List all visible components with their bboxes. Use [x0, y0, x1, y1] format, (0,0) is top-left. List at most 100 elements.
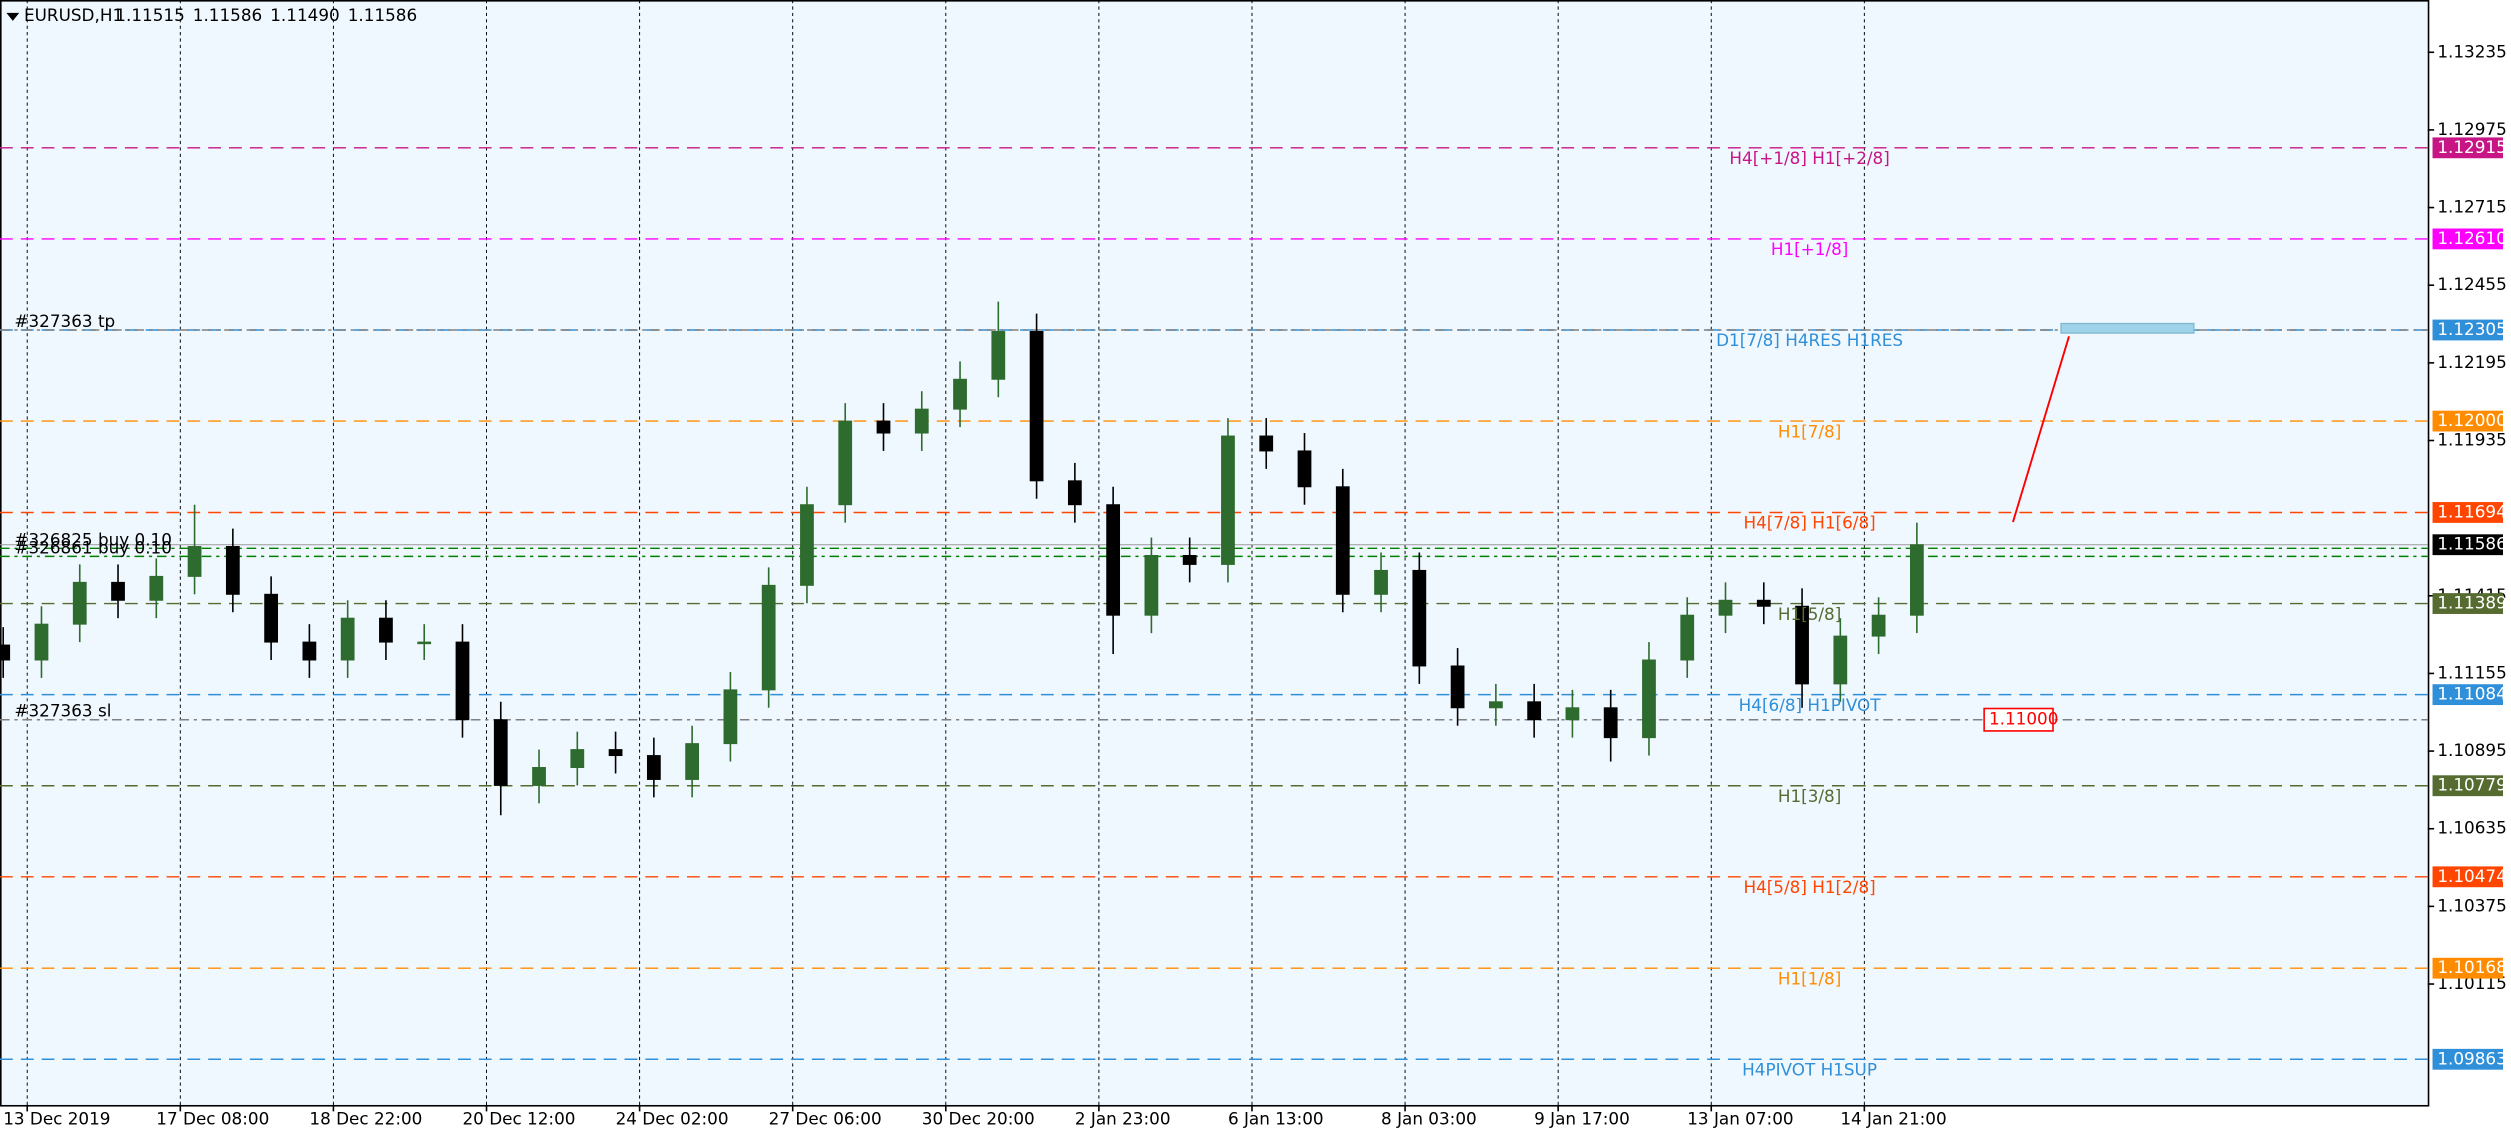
level-label: H4PIVOT H1SUP [1742, 1059, 1877, 1079]
price-tag [2432, 1048, 2503, 1070]
price-tag-label: 1.10168 [2437, 957, 2506, 977]
quote-value: 1.11586 [193, 5, 262, 25]
quote-value: 1.11490 [270, 5, 339, 25]
quote-value: 1.11515 [115, 5, 184, 25]
price-tag-label: 1.09863 [2437, 1048, 2506, 1068]
x-tick-label: 8 Jan 03:00 [1381, 1108, 1477, 1128]
candle-body [264, 593, 279, 643]
candle-body [1412, 569, 1427, 667]
level-label: H1[5/8] [1778, 604, 1841, 624]
price-tag [2432, 593, 2503, 614]
candle-body [1488, 701, 1503, 709]
candle-body [991, 331, 1006, 380]
candle-body [1871, 614, 1886, 637]
price-tag [2432, 866, 2503, 888]
alert-box [1983, 707, 2054, 732]
candle-body [1565, 707, 1580, 721]
level-label: D1[7/8] H4RES H1RES [1716, 330, 1903, 350]
x-tick-label: 14 Jan 21:00 [1840, 1108, 1946, 1128]
order-label: #326861 buy 0.10 [14, 537, 172, 557]
order-label: #327363 sl [14, 701, 111, 721]
level-label: H4[6/8] H1PIVOT [1739, 695, 1882, 715]
candle-body [1067, 480, 1082, 506]
x-tick-label: 2 Jan 23:00 [1075, 1108, 1171, 1128]
price-tag-label: 1.10779 [2437, 775, 2506, 795]
y-tick-label: 1.10635 [2437, 818, 2506, 838]
y-tick-label: 1.13235 [2437, 41, 2506, 61]
candle-body [1718, 599, 1733, 616]
candle-body [1795, 605, 1809, 685]
candle-body [532, 767, 546, 786]
candle-body [149, 575, 164, 601]
x-tick-label: 17 Dec 08:00 [156, 1108, 269, 1128]
candle-body [34, 623, 49, 661]
price-tag-label: 1.12915 [2437, 137, 2506, 157]
price-tag [2432, 957, 2503, 979]
candle-body [1450, 665, 1465, 709]
candles [0, 301, 1924, 816]
candle-body [72, 581, 87, 625]
candle-body [1297, 450, 1312, 488]
y-tick-label: 1.11155 [2437, 662, 2506, 682]
candle-body [417, 641, 432, 645]
price-tag [2432, 775, 2503, 797]
y-tick-label: 1.12455 [2437, 274, 2506, 294]
collapse-icon[interactable] [6, 12, 20, 21]
candle-body [914, 408, 929, 434]
candle-body [187, 546, 202, 577]
labels: 1.13235 1.12975 1.12715 1.12455 1.12195 1.119… [3, 41, 2507, 1128]
price-tag-label: 1.11586 [2437, 534, 2506, 554]
price-tag-label: 1.12000 [2437, 410, 2506, 430]
candle-body [646, 755, 661, 780]
price-tag-label: 1.11389 [2437, 593, 2506, 613]
price-tag [2432, 319, 2503, 341]
candle-body [455, 641, 470, 721]
level-label: H1[3/8] [1778, 786, 1841, 806]
price-tag-label: 1.12305 [2437, 319, 2506, 339]
price-tag-label: 1.12610 [2437, 228, 2506, 248]
candle-body [1259, 435, 1274, 452]
y-tick-label: 1.11935 [2437, 429, 2506, 449]
order-label: #327363 tp [14, 311, 115, 331]
price-tag [2432, 228, 2503, 250]
x-tick-label: 27 Dec 06:00 [769, 1108, 882, 1128]
price-tag-label: 1.10474 [2437, 866, 2506, 886]
x-tick-label: 13 Jan 07:00 [1687, 1108, 1793, 1128]
levels [0, 147, 2428, 1061]
candle-body [379, 617, 393, 643]
level-label: H4[7/8] H1[6/8] [1743, 513, 1875, 533]
candle-body [1335, 486, 1350, 595]
candle-body [1144, 554, 1159, 616]
candle-body [302, 641, 317, 661]
candle-body [608, 749, 623, 757]
candle-body [761, 584, 776, 691]
x-tick-label: 13 Dec 2019 [3, 1108, 110, 1128]
price-tag [2432, 410, 2503, 432]
candle-body [1756, 599, 1771, 607]
candle-body [1221, 435, 1235, 565]
quote-value: 1.11586 [348, 5, 417, 25]
zone-box [2060, 322, 2195, 334]
candle-body [1182, 554, 1197, 565]
candle-body [111, 581, 125, 601]
price-tag [2432, 534, 2503, 556]
candle-body [800, 504, 814, 586]
candle-body [570, 749, 585, 768]
x-tick-label: 6 Jan 13:00 [1228, 1108, 1324, 1128]
candle-body [0, 644, 11, 661]
candle-body [876, 420, 891, 434]
y-tick-label: 1.12715 [2437, 197, 2506, 217]
level-label: H1[1/8] [1778, 968, 1841, 988]
level-label: H4[5/8] H1[2/8] [1743, 877, 1875, 897]
candle-body [1527, 701, 1542, 721]
candle-body [1680, 614, 1695, 661]
alert-label: 1.11000 [1989, 709, 2058, 729]
level-label: H1[+1/8] [1771, 239, 1849, 259]
candle-body [838, 420, 853, 506]
x-tick-label: 9 Jan 17:00 [1534, 1108, 1630, 1128]
y-tick-label: 1.12195 [2437, 352, 2506, 372]
x-tick-label: 30 Dec 20:00 [922, 1108, 1035, 1128]
level-label: H4[+1/8] H1[+2/8] [1729, 148, 1889, 168]
price-tag [2432, 502, 2503, 523]
candle-body [1029, 331, 1044, 482]
